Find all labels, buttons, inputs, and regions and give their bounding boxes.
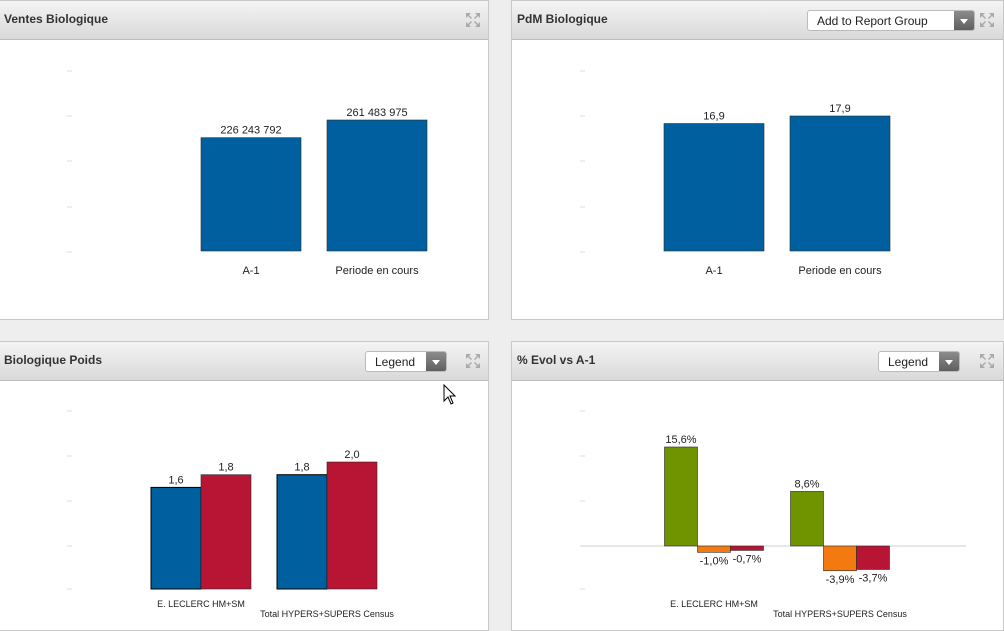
panel-pdm-biologique: PdM Biologique Add to Report Group 16,9 A… (511, 0, 1004, 320)
data-label: 8,6% (794, 478, 819, 490)
data-label: 1,8 (218, 462, 233, 474)
bar[interactable] (789, 115, 891, 252)
data-label: 17,9 (829, 103, 850, 115)
category-label: E. LECLERC HM+SM (157, 599, 245, 609)
expand-icon[interactable] (465, 353, 481, 369)
data-label: 226 243 792 (220, 125, 281, 137)
data-label: 16,9 (703, 111, 724, 123)
panel-header: Biologique Poids Legend (0, 342, 488, 381)
expand-icon[interactable] (979, 353, 995, 369)
dropdown-label: Legend (375, 355, 416, 369)
panel-title: PdM Biologique (517, 12, 608, 26)
bar[interactable] (326, 119, 428, 252)
category-label: Periode en cours (798, 265, 882, 277)
panel-header: Ventes Biologique (0, 1, 488, 40)
chart-svg: 16,9 A-1 17,9 Periode en cours (580, 70, 891, 277)
data-label: -0,7% (733, 553, 762, 565)
data-label: 261 483 975 (346, 107, 407, 119)
chart-area: 15,6% -1,0% -0,7% E. LECLERC HM+SM 8,6% -3,9%… (512, 381, 1003, 630)
bar[interactable] (697, 545, 731, 553)
bar[interactable] (664, 446, 698, 547)
panel-biologique-poids: Biologique Poids Legend 1,6 1,8 E. LECLERC… (0, 341, 489, 631)
chart-svg: 226 243 792 A-1 261 483 975 Periode en cour… (67, 70, 428, 277)
bar[interactable] (200, 474, 252, 590)
chevron-down-icon[interactable] (939, 352, 959, 371)
panel-header: % Evol vs A-1 Legend (512, 342, 1003, 381)
legend-dropdown[interactable]: Legend (878, 351, 960, 372)
panel-title: Ventes Biologique (4, 12, 109, 26)
data-label: 15,6% (665, 434, 696, 446)
data-label: 1,8 (294, 462, 309, 474)
bar[interactable] (823, 545, 857, 572)
category-label: Periode en cours (335, 265, 419, 277)
category-label: A-1 (705, 265, 722, 277)
panel-title: Biologique Poids (4, 353, 102, 367)
chart-svg: 1,6 1,8 E. LECLERC HM+SM 1,8 2,0 Total HYPERS… (67, 410, 394, 619)
category-label: Total HYPERS+SUPERS Census (260, 609, 394, 619)
chart-area: 16,9 A-1 17,9 Periode en cours (512, 40, 1003, 319)
data-label: 1,6 (168, 474, 183, 486)
legend-dropdown[interactable]: Legend (365, 351, 447, 372)
bar[interactable] (856, 545, 890, 570)
data-label: 2,0 (344, 449, 359, 461)
bar[interactable] (326, 461, 378, 590)
bar[interactable] (790, 491, 824, 547)
data-label: -3,9% (826, 574, 855, 586)
add-to-report-group-dropdown[interactable]: Add to Report Group (807, 10, 975, 31)
chart-area: 1,6 1,8 E. LECLERC HM+SM 1,8 2,0 Total HYPERS… (0, 381, 488, 630)
arrow-cursor-icon (443, 383, 457, 406)
bar[interactable] (276, 474, 328, 590)
category-label: E. LECLERC HM+SM (670, 599, 758, 609)
panel-ventes-biologique: Ventes Biologique 226 243 792 A-1 261 483 … (0, 0, 489, 320)
chart-area: 226 243 792 A-1 261 483 975 Periode en cour… (0, 40, 488, 319)
bar[interactable] (200, 137, 302, 252)
data-label: -1,0% (700, 555, 729, 567)
panel-title: % Evol vs A-1 (517, 353, 596, 367)
panel-header: PdM Biologique Add to Report Group (512, 1, 1003, 40)
bar[interactable] (663, 123, 765, 252)
bar[interactable] (730, 545, 764, 551)
data-label: -3,7% (859, 572, 888, 584)
chevron-down-icon[interactable] (954, 11, 974, 30)
category-label: Total HYPERS+SUPERS Census (773, 609, 907, 619)
panel-evol-vs-a1: % Evol vs A-1 Legend 15,6% -1,0% -0,7% E. L… (511, 341, 1004, 631)
category-label: A-1 (242, 265, 259, 277)
dropdown-label: Add to Report Group (817, 14, 928, 28)
chevron-down-icon[interactable] (426, 352, 446, 371)
bar[interactable] (150, 486, 202, 590)
dropdown-label: Legend (888, 355, 929, 369)
chart-svg: 15,6% -1,0% -0,7% E. LECLERC HM+SM 8,6% -3,9%… (580, 410, 966, 619)
expand-icon[interactable] (465, 12, 481, 28)
expand-icon[interactable] (979, 12, 995, 28)
